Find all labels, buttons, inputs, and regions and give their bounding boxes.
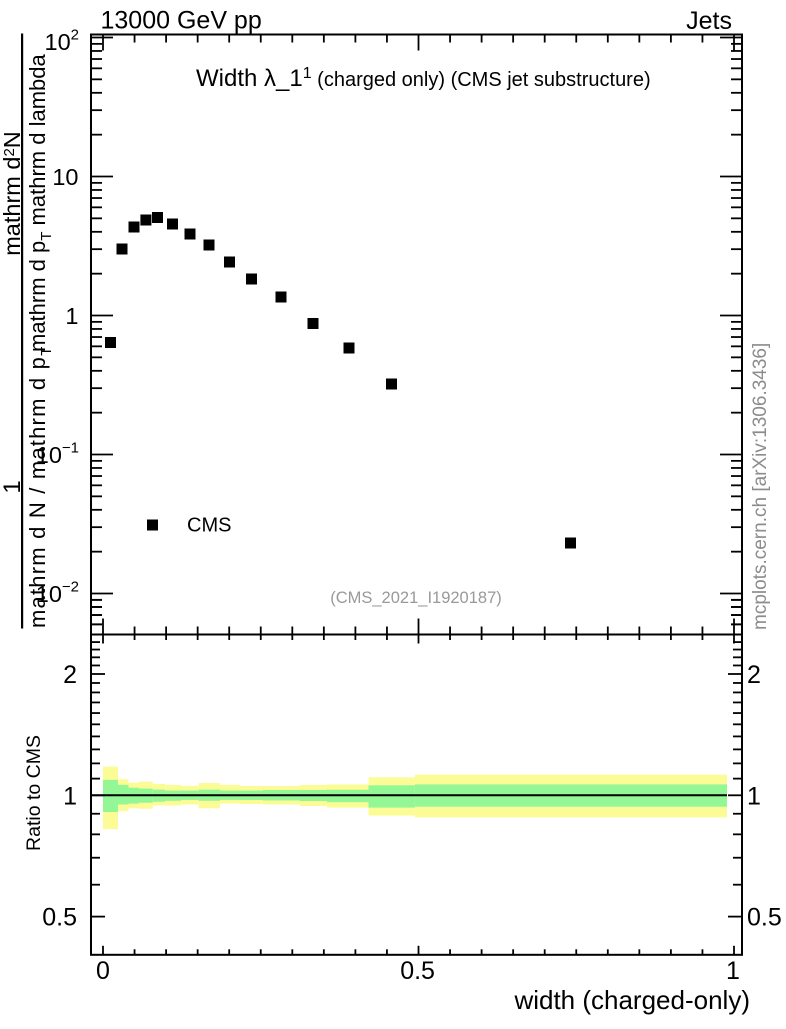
svg-text:Ratio to CMS: Ratio to CMS <box>23 735 45 851</box>
svg-text:mcplots.cern.ch [arXiv:1306.34: mcplots.cern.ch [arXiv:1306.3436] <box>750 343 771 630</box>
svg-text:width (charged-only): width (charged-only) <box>513 985 750 1015</box>
svg-text:CMS: CMS <box>187 515 231 537</box>
svg-text:(CMS_2021_I1920187): (CMS_2021_I1920187) <box>330 589 502 607</box>
svg-text:0.5: 0.5 <box>747 904 782 932</box>
svg-text:1: 1 <box>0 480 26 493</box>
svg-text:10−2: 10−2 <box>36 579 79 608</box>
svg-text:Jets: Jets <box>686 7 732 35</box>
svg-text:1: 1 <box>726 957 740 985</box>
svg-text:mathrm d pT mathrm d lambda: mathrm d pT mathrm d lambda <box>25 54 55 352</box>
svg-text:10−1: 10−1 <box>36 440 79 469</box>
svg-text:mathrm d2N: mathrm d2N <box>0 131 25 256</box>
svg-text:1: 1 <box>63 782 77 810</box>
svg-text:0.5: 0.5 <box>400 957 435 985</box>
svg-text:2: 2 <box>747 661 761 689</box>
svg-text:0.5: 0.5 <box>42 904 77 932</box>
svg-text:10: 10 <box>52 164 78 190</box>
svg-text:102: 102 <box>45 27 79 56</box>
svg-text:2: 2 <box>63 661 77 689</box>
svg-text:Width λ_11 (charged only) (CMS: Width λ_11 (charged only) (CMS jet subst… <box>196 65 651 92</box>
svg-text:0: 0 <box>96 957 110 985</box>
svg-text:1: 1 <box>65 303 78 329</box>
svg-text:13000 GeV pp: 13000 GeV pp <box>101 7 262 35</box>
svg-text:1: 1 <box>747 782 761 810</box>
